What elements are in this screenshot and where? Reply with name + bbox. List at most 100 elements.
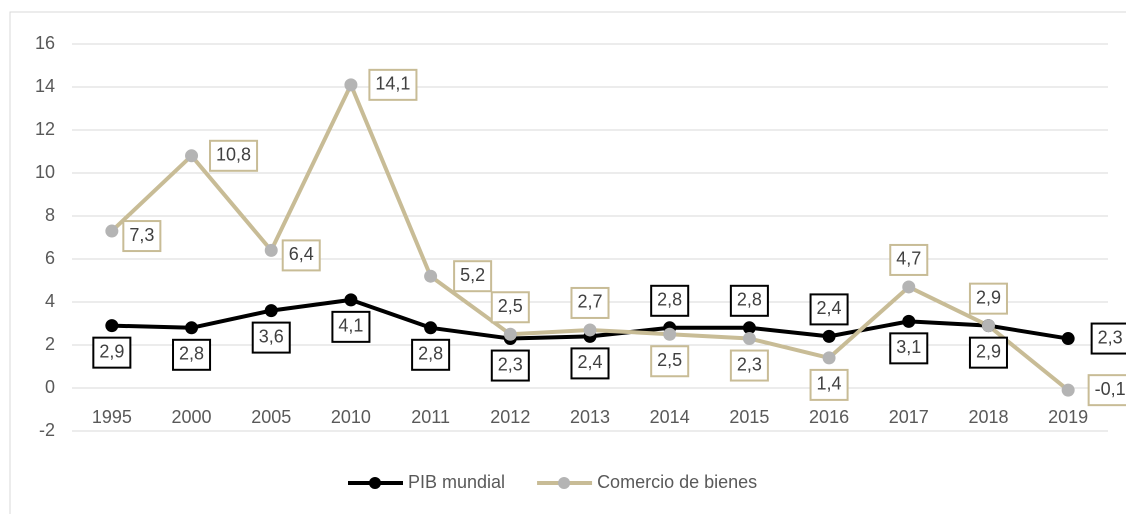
y-tick-label: 4 (45, 291, 55, 311)
y-tick-label: 8 (45, 205, 55, 225)
data-label: 3,6 (259, 326, 284, 346)
x-tick-label: 2000 (172, 407, 212, 427)
marker (105, 224, 119, 238)
data-label-box (251, 321, 291, 354)
chart-frame (9, 11, 1126, 514)
marker (902, 280, 916, 294)
data-label: 2,8 (737, 290, 762, 310)
marker (981, 319, 995, 333)
data-label-box (368, 68, 418, 101)
data-label-box (809, 368, 849, 401)
marker (264, 243, 278, 257)
marker (822, 351, 836, 365)
x-tick-label: 2013 (570, 407, 610, 427)
data-label-box (490, 349, 530, 382)
data-label-box (1090, 322, 1126, 355)
data-label-box (92, 336, 132, 369)
data-label-box (729, 284, 769, 317)
marker (742, 332, 756, 346)
data-label: 6,4 (289, 244, 314, 264)
data-label: 2,8 (657, 290, 682, 310)
data-label-box (968, 336, 1008, 369)
data-label: 2,9 (99, 341, 124, 361)
x-tick-label: 2018 (968, 407, 1008, 427)
y-tick-label: 10 (35, 162, 55, 182)
data-label-box (729, 349, 769, 382)
data-label-box (281, 239, 321, 272)
data-label-box (1087, 374, 1126, 407)
x-tick-label: 2005 (251, 407, 291, 427)
y-tick-label: 16 (35, 33, 55, 53)
legend-label: PIB mundial (408, 472, 505, 492)
y-tick-label: 0 (45, 377, 55, 397)
data-label-box (889, 332, 929, 365)
data-label: 2,8 (179, 344, 204, 364)
data-label-box (122, 220, 162, 253)
data-label: 2,9 (976, 341, 1001, 361)
marker (1061, 383, 1075, 397)
legend-label: Comercio de bienes (597, 472, 757, 492)
x-tick-label: 2012 (490, 407, 530, 427)
data-label-box (209, 139, 259, 172)
y-tick-label: 6 (45, 248, 55, 268)
data-label-box (650, 345, 690, 378)
x-tick-label: 2016 (809, 407, 849, 427)
data-label: 10,8 (216, 145, 251, 165)
legend-marker (558, 477, 571, 489)
marker (503, 327, 517, 341)
data-label: 4,1 (338, 316, 363, 336)
y-tick-label: 14 (35, 76, 55, 96)
data-label-box (650, 284, 690, 317)
marker (264, 304, 278, 318)
data-label-box (490, 291, 530, 324)
y-tick-label: -2 (39, 420, 55, 440)
data-label: 2,3 (737, 354, 762, 374)
x-tick-label: 2015 (729, 407, 769, 427)
marker (105, 319, 119, 333)
data-label-box (172, 338, 212, 371)
data-label-box (570, 286, 610, 319)
marker (902, 314, 916, 328)
data-label-box (331, 310, 371, 343)
data-label-box (411, 338, 451, 371)
data-label: 3,1 (896, 337, 921, 357)
marker (1061, 332, 1075, 346)
marker (742, 321, 756, 335)
data-label: 2,4 (817, 298, 842, 318)
marker (583, 323, 597, 337)
data-label: 2,7 (577, 292, 602, 312)
data-label-box (968, 282, 1008, 315)
marker (663, 327, 677, 341)
marker (344, 78, 358, 92)
data-label: 5,2 (460, 265, 485, 285)
x-tick-label: 1995 (92, 407, 132, 427)
data-label: 4,7 (896, 249, 921, 269)
marker (424, 269, 438, 283)
marker (344, 293, 358, 307)
marker (424, 321, 438, 335)
x-tick-label: 2014 (650, 407, 690, 427)
x-tick-label: 2011 (411, 407, 450, 427)
data-label-box (570, 347, 610, 380)
data-label: 14,1 (375, 74, 410, 94)
x-tick-label: 2017 (889, 407, 929, 427)
x-tick-label: 2019 (1048, 407, 1088, 427)
x-tick-label: 2010 (331, 407, 371, 427)
data-label: 2,4 (577, 352, 602, 372)
data-label: 7,3 (129, 225, 154, 245)
y-tick-label: 2 (45, 334, 55, 354)
legend-marker (369, 477, 381, 489)
data-label-box (453, 260, 493, 293)
data-label: 2,5 (657, 350, 682, 370)
data-label: 2,3 (1098, 327, 1123, 347)
data-label-box (889, 243, 929, 276)
data-label: 2,9 (976, 287, 1001, 307)
data-label: 2,3 (498, 354, 523, 374)
data-label-box (809, 293, 849, 326)
marker (185, 321, 199, 335)
data-label: 2,5 (498, 296, 523, 316)
marker (185, 149, 199, 163)
data-label: -0,1 (1095, 379, 1126, 399)
y-tick-label: 12 (35, 119, 55, 139)
data-label: 2,8 (418, 344, 443, 364)
